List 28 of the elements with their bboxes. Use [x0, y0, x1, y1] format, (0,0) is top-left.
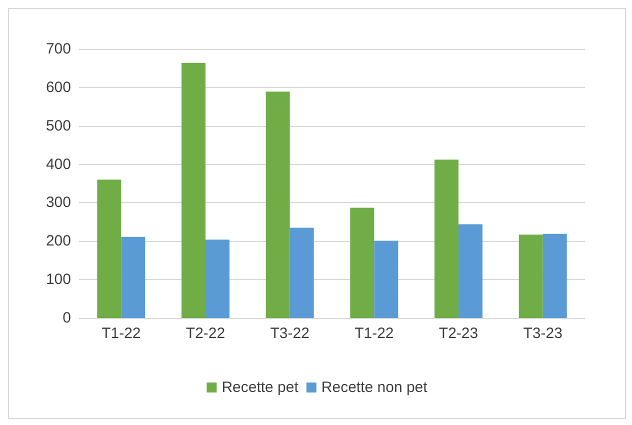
y-tick-label: 0	[62, 310, 71, 326]
bar	[266, 92, 290, 318]
x-tick-label: T2-22	[186, 325, 226, 342]
legend-label: Recette non pet	[321, 379, 428, 396]
bar	[182, 62, 206, 318]
bar	[350, 208, 374, 318]
y-tick-label: 200	[46, 232, 71, 250]
bar	[206, 240, 230, 318]
y-tick-label: 500	[46, 117, 71, 134]
bar	[374, 240, 398, 318]
x-tick-label: T1-22	[354, 325, 394, 342]
bar	[121, 236, 146, 318]
bar	[518, 234, 543, 318]
y-tick-label: 400	[46, 156, 71, 173]
legend-label: Recette pet	[222, 379, 300, 396]
x-tick-label: T3-23	[523, 325, 562, 342]
bar	[458, 224, 482, 318]
x-tick-label: T3-22	[270, 325, 310, 342]
bar	[542, 234, 567, 318]
x-tick-label: T1-22	[102, 325, 141, 342]
bar	[434, 160, 458, 318]
bar	[290, 228, 314, 318]
y-tick-label: 600	[46, 78, 71, 96]
y-tick-label: 100	[46, 271, 71, 288]
bar	[97, 180, 122, 318]
x-tick-label: T2-23	[438, 325, 478, 342]
y-tick-label: 700	[46, 40, 71, 58]
y-tick-label: 300	[46, 194, 71, 212]
